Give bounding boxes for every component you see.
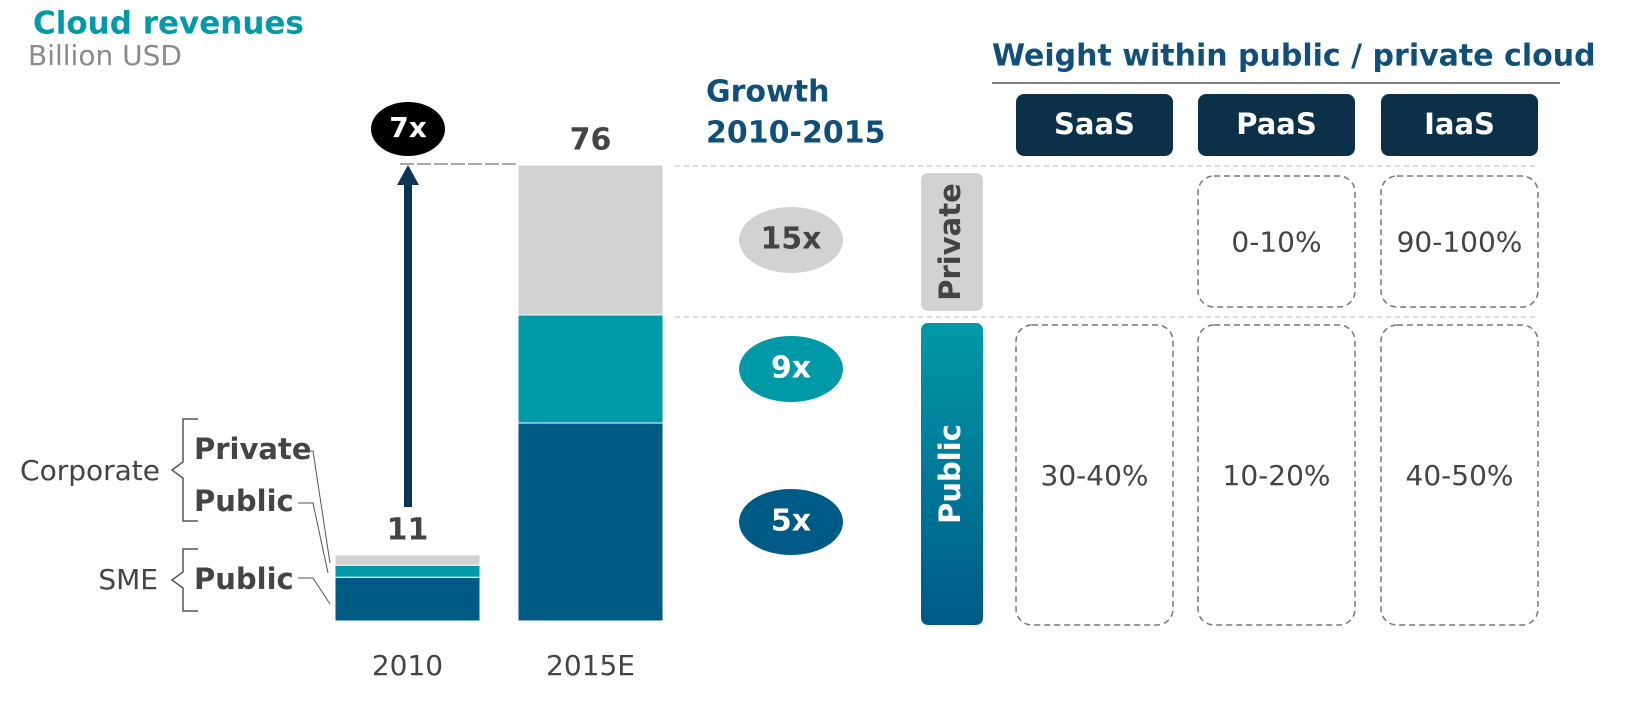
cell-value: 0-10% [1231, 226, 1321, 259]
cell-box [1197, 175, 1356, 308]
column-header-label: PaaS [1236, 107, 1317, 141]
bar-segment [334, 576, 481, 622]
cell-value: 40-50% [1406, 459, 1514, 492]
leader-line [298, 502, 329, 574]
legend-label: Private [194, 432, 312, 466]
column-header [1016, 94, 1173, 156]
legend-group: SME [98, 563, 158, 596]
growth-badge [739, 489, 843, 555]
column-header [1198, 94, 1355, 156]
chart-title: Cloud revenues [33, 6, 304, 42]
leader-line [310, 450, 331, 564]
cell-box [1380, 324, 1539, 626]
column-header-label: SaaS [1054, 107, 1135, 141]
weights-title: Weight within public / private cloud [992, 39, 1596, 74]
cell-value: 10-20% [1223, 459, 1331, 492]
cell-value: 90-100% [1397, 226, 1523, 259]
bracket [170, 548, 198, 612]
cell-box [1380, 175, 1539, 308]
total-label: 11 [387, 513, 429, 548]
cell-value: 30-40% [1041, 459, 1149, 492]
legend-group: Corporate [20, 454, 160, 487]
legend-label: Public [194, 562, 294, 596]
growth-badge [739, 336, 843, 402]
row-label-box [921, 173, 983, 311]
growth-label: 9x [771, 351, 811, 386]
arrow-head [397, 165, 419, 185]
column-header [1381, 94, 1538, 156]
growth-title: Growth [706, 75, 829, 110]
bar-segment [517, 164, 664, 316]
growth-badge [739, 207, 843, 273]
growth-badge [371, 102, 445, 156]
total-label: 76 [570, 123, 612, 158]
bar-segment [334, 554, 481, 566]
x-tick-label: 2010 [372, 649, 443, 682]
bar-segment [517, 314, 664, 424]
total-growth: 7x [389, 111, 427, 144]
legend-label: Public [194, 484, 294, 518]
row-label: Private [933, 183, 967, 301]
column-header-label: IaaS [1424, 107, 1495, 141]
growth-label: 15x [760, 222, 821, 257]
bracket [170, 418, 198, 522]
cell-box [1197, 324, 1356, 626]
cell-box [1015, 324, 1174, 626]
growth-title: 2010-2015 [706, 116, 885, 151]
leader-line [298, 577, 331, 605]
chart-subtitle: Billion USD [28, 39, 182, 72]
row-label: Public [933, 424, 967, 524]
row-label-box [921, 323, 983, 625]
x-tick-label: 2015E [546, 649, 635, 682]
bar-segment [334, 564, 481, 578]
growth-label: 5x [771, 504, 811, 539]
bar-segment [517, 422, 664, 622]
